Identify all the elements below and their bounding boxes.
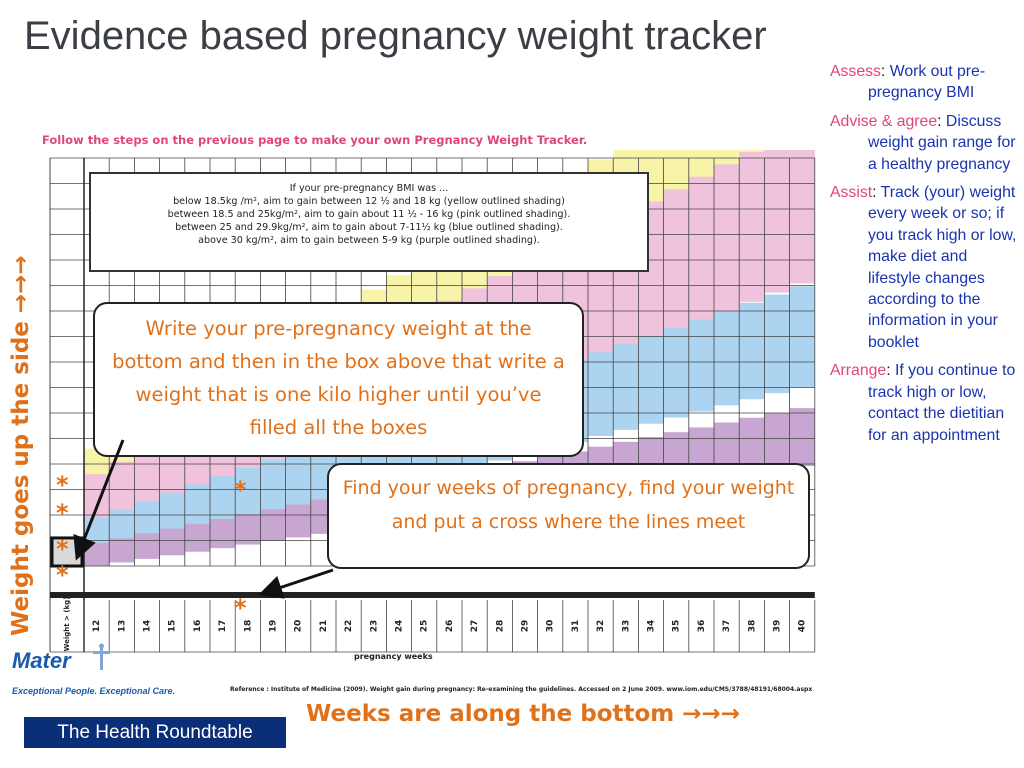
- weeks-callout: Find your weeks of pregnancy, find your …: [327, 463, 810, 569]
- blue-band-cell: [764, 294, 790, 394]
- week-tick-label: 16: [193, 620, 203, 633]
- blue-band-cell: [285, 451, 311, 510]
- step-text: Discuss weight gain range for a healthy …: [868, 112, 1016, 173]
- axis-separator: [50, 592, 815, 598]
- purple-band-cell: [260, 509, 286, 542]
- steps-note: Follow the steps on the previous page to…: [42, 133, 588, 147]
- asterisk-marker: *: [234, 476, 247, 504]
- cross-icon: [93, 643, 110, 670]
- asterisk-marker: *: [56, 535, 69, 563]
- week-tick-label: 36: [697, 620, 707, 633]
- blue-band-cell: [688, 319, 714, 412]
- page-title: Evidence based pregnancy weight tracker: [24, 14, 767, 58]
- step-assess: Assess: Work out pre-pregnancy BMI: [830, 63, 986, 102]
- blue-band-cell: [638, 335, 664, 424]
- step-arrange: Arrange: If you continue to track high o…: [830, 362, 1016, 444]
- week-tick-label: 35: [672, 620, 682, 633]
- step-text: Track (your) weight every week or so; if…: [868, 184, 1017, 351]
- logo-name: Mater: [12, 648, 71, 673]
- week-tick-label: 18: [243, 620, 253, 633]
- purple-band-cell: [84, 543, 110, 566]
- week-tick-label: 37: [722, 620, 732, 633]
- weeks-axis-instruction: Weeks are along the bottom →→→: [306, 701, 741, 727]
- purple-band-cell: [159, 528, 185, 556]
- pregnancy-weeks-label: pregnancy weeks: [354, 652, 433, 661]
- prepregnancy-weight-callout: Write your pre-pregnancy weight at the b…: [93, 302, 584, 457]
- week-tick-label: 23: [369, 620, 379, 633]
- purple-band-cell: [210, 518, 236, 549]
- blue-band-cell: [739, 302, 765, 400]
- week-tick-label: 34: [647, 620, 657, 633]
- purple-band-cell: [764, 412, 790, 470]
- week-tick-label: 21: [319, 620, 329, 633]
- bmi-info-line: below 18.5kg /m², aim to gain between 12…: [173, 196, 565, 207]
- purple-band-cell: [109, 538, 135, 563]
- week-tick-label: 27: [470, 620, 480, 633]
- step-heading: Arrange: [830, 362, 887, 380]
- health-roundtable-badge: The Health Roundtable: [24, 717, 286, 748]
- week-tick-label: 12: [92, 620, 102, 633]
- step-heading: Assist: [830, 184, 873, 202]
- steps-panel: Assess: Work out pre-pregnancy BMI Advis…: [830, 61, 1024, 453]
- blue-band-cell: [613, 344, 639, 430]
- blue-band-cell: [588, 352, 614, 436]
- week-tick-label: 31: [571, 620, 581, 633]
- bmi-info-box: If your pre-pregnancy BMI was ... below …: [89, 172, 649, 272]
- pink-band-cell: [714, 164, 740, 311]
- pink-band-cell: [764, 150, 790, 293]
- step-text: Work out pre-pregnancy BMI: [868, 63, 986, 102]
- bmi-info-line: above 30 kg/m², aim to gain between 5-9 …: [198, 235, 540, 246]
- asterisk-marker: *: [56, 499, 69, 527]
- asterisk-marker: *: [56, 561, 69, 589]
- week-tick-label: 40: [798, 620, 808, 633]
- reference-note: Reference : Institute of Medicine (2009)…: [230, 686, 813, 693]
- step-text: If you continue to track high or low, co…: [868, 362, 1016, 444]
- week-tick-label: 24: [395, 620, 405, 633]
- week-tick-label: 17: [218, 620, 228, 633]
- purple-band-cell: [184, 523, 210, 552]
- pink-band-cell: [663, 189, 689, 330]
- bmi-info-line: If your pre-pregnancy BMI was ...: [289, 183, 449, 194]
- week-tick-label: 26: [445, 620, 455, 633]
- week-tick-label: 28: [495, 620, 505, 633]
- step-assist: Assist: Track (your) weight every week o…: [830, 184, 1017, 351]
- mater-logo: Mater Exceptional People. Exceptional Ca…: [12, 643, 175, 696]
- logo-tagline: Exceptional People. Exceptional Care.: [12, 686, 176, 696]
- weight-axis-label: Weight > (kg): [63, 597, 71, 652]
- week-tick-label: 15: [168, 620, 178, 633]
- week-tick-label: 29: [521, 620, 531, 633]
- week-tick-label: 32: [596, 620, 606, 633]
- week-tick-label: 30: [546, 620, 556, 633]
- purple-band-cell: [235, 514, 261, 545]
- bmi-info-line: between 18.5 and 25kg/m², aim to gain ab…: [167, 209, 571, 220]
- asterisk-marker: *: [234, 594, 247, 622]
- purple-band-cell: [134, 533, 160, 559]
- blue-band-cell: [260, 459, 286, 516]
- weight-axis-instruction: Weight goes up the side →→→: [8, 255, 34, 636]
- week-tick-label: 33: [621, 620, 631, 633]
- pink-band-cell: [688, 176, 714, 321]
- week-tick-label: 19: [269, 620, 279, 633]
- step-advise: Advise & agree: Discuss weight gain rang…: [830, 112, 1016, 173]
- purple-band-cell: [285, 504, 311, 538]
- purple-band-cell: [789, 408, 815, 467]
- step-heading: Assess: [830, 63, 881, 80]
- blue-band-cell: [235, 467, 261, 522]
- blue-band-cell: [663, 327, 689, 418]
- step-heading: Advise & agree: [830, 112, 938, 130]
- pink-band-cell: [789, 150, 815, 284]
- asterisk-marker: *: [56, 471, 69, 499]
- bmi-info-line: between 25 and 29.9kg/m², aim to gain ab…: [175, 222, 563, 233]
- week-tick-label: 22: [344, 620, 354, 633]
- pink-band-cell: [739, 151, 765, 302]
- week-tick-label: 13: [117, 620, 127, 633]
- blue-band-cell: [714, 311, 740, 406]
- week-tick-label: 39: [773, 620, 783, 633]
- week-tick-label: 20: [294, 620, 304, 633]
- week-tick-label: 25: [420, 620, 430, 633]
- week-tick-label: 14: [143, 620, 153, 633]
- week-tick-label: 38: [747, 620, 757, 633]
